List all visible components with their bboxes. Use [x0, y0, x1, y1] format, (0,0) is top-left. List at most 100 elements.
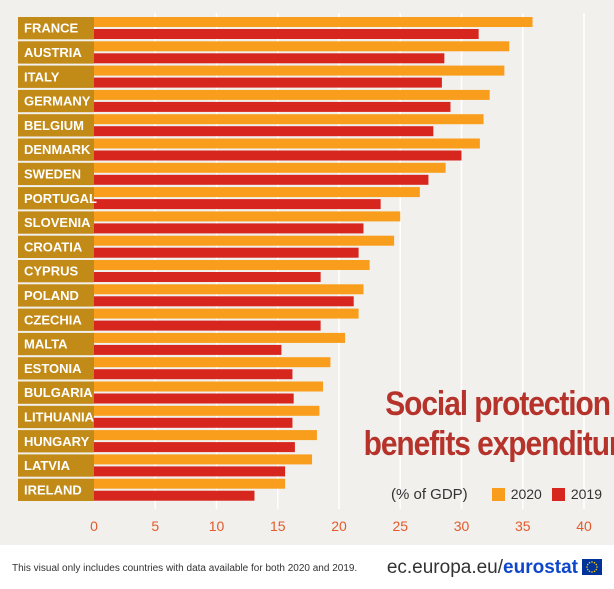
legend-entry-2020: 2020 [491, 486, 542, 502]
bar-austria-2019 [94, 53, 445, 64]
country-band-malta [18, 332, 94, 356]
country-label-czechia: CZECHIA [24, 312, 82, 327]
country-label-france: FRANCE [24, 21, 78, 36]
bar-sweden-2020 [94, 162, 446, 173]
bar-denmark-2020 [94, 138, 480, 149]
country-band-italy [18, 65, 94, 88]
bars [94, 17, 533, 501]
country-label-belgium: BELGIUM [24, 118, 84, 133]
bar-malta-2020 [94, 332, 346, 343]
bar-bulgaria-2019 [94, 393, 294, 404]
country-label-germany: GERMANY [24, 94, 91, 109]
bar-france-2020 [94, 17, 533, 27]
source-domain: ec.europa.eu/ [386, 557, 504, 578]
bar-ireland-2020 [94, 478, 286, 489]
bar-ireland-2019 [94, 490, 255, 501]
bar-portugal-2020 [94, 187, 420, 198]
x-tick-label: 5 [151, 518, 159, 534]
country-band-germany [18, 89, 94, 113]
bar-hungary-2020 [94, 430, 317, 441]
country-band-bulgaria [18, 381, 94, 404]
country-band-denmark [18, 138, 94, 161]
country-band-czechia [18, 308, 94, 331]
country-band-ireland [18, 478, 94, 501]
country-band-lithuania [18, 405, 94, 429]
country-label-ireland: IRELAND [24, 482, 82, 497]
country-band-estonia [18, 357, 94, 380]
x-tick-label: 25 [392, 518, 408, 534]
country-label-poland: POLAND [24, 288, 79, 303]
legend-entry-2019: 2019 [551, 486, 602, 502]
bar-chart: FRANCE AUSTRIA ITALY GERMANY BELGIUM DENMARK S… [18, 13, 592, 534]
legend-label-2020: 2020 [510, 486, 542, 502]
footer: This visual only includes countries with… [0, 545, 614, 589]
x-tick-label: 40 [576, 518, 592, 534]
bar-cyprus-2019 [94, 272, 321, 282]
chart-title-line-2: benefits expenditure [363, 425, 614, 463]
bar-france-2019 [94, 29, 479, 39]
legend-label-2019: 2019 [570, 486, 602, 502]
bar-belgium-2019 [94, 126, 434, 137]
country-band-austria [18, 41, 94, 64]
bar-croatia-2020 [94, 235, 395, 246]
country-label-slovenia: SLOVENIA [24, 215, 91, 230]
bar-denmark-2019 [94, 150, 462, 161]
bar-portugal-2019 [94, 199, 381, 210]
bar-poland-2019 [94, 296, 354, 307]
country-band-sweden [18, 162, 94, 186]
country-label-denmark: DENMARK [24, 142, 91, 157]
country-label-hungary: HUNGARY [24, 434, 90, 449]
bar-malta-2019 [94, 344, 282, 355]
x-tick-label: 0 [90, 518, 98, 534]
chart-area: FRANCE AUSTRIA ITALY GERMANY BELGIUM DENMARK S… [0, 0, 614, 545]
country-label-band [18, 17, 94, 501]
bar-croatia-2019 [94, 247, 359, 258]
country-labels: FRANCE AUSTRIA ITALY GERMANY BELGIUM DENMARK S… [24, 21, 97, 498]
country-band-belgium [18, 114, 94, 137]
country-label-malta: MALTA [24, 337, 68, 352]
bar-lithuania-2020 [94, 405, 320, 416]
country-band-poland [18, 284, 94, 307]
legend-swatch-2019 [551, 487, 565, 501]
bar-poland-2020 [94, 284, 364, 295]
country-band-cyprus [18, 260, 94, 283]
country-label-croatia: CROATIA [24, 239, 83, 254]
country-label-latvia: LATVIA [24, 458, 71, 473]
chart-title: Social protection benefits expenditure [363, 384, 614, 464]
country-band-slovenia [18, 211, 94, 234]
bar-italy-2020 [94, 65, 505, 76]
country-label-austria: AUSTRIA [24, 45, 82, 60]
bar-slovenia-2019 [94, 223, 364, 234]
x-tick-label: 20 [331, 518, 347, 534]
bar-estonia-2019 [94, 369, 293, 380]
legend: (% of GDP) 2020 2019 [362, 484, 602, 504]
country-label-cyprus: CYPRUS [24, 264, 79, 279]
bar-germany-2020 [94, 89, 490, 100]
country-band-latvia [18, 454, 94, 477]
bar-germany-2019 [94, 101, 451, 112]
footnote: This visual only includes countries with… [12, 563, 358, 574]
country-label-lithuania: LITHUANIA [24, 409, 95, 424]
bar-cyprus-2020 [94, 260, 370, 270]
eu-flag-icon [582, 559, 602, 575]
bar-bulgaria-2020 [94, 381, 324, 392]
bar-lithuania-2019 [94, 417, 293, 428]
bar-slovenia-2020 [94, 211, 401, 222]
country-label-italy: ITALY [24, 69, 60, 84]
x-tick-label: 35 [515, 518, 531, 534]
x-tick-label: 10 [209, 518, 225, 534]
country-band-hungary [18, 430, 94, 453]
x-tick-label: 15 [270, 518, 286, 534]
bar-latvia-2020 [94, 454, 313, 465]
legend-unit-label: (% of GDP) [391, 485, 468, 503]
country-label-estonia: ESTONIA [24, 361, 82, 376]
country-label-portugal: PORTUGAL [24, 191, 97, 206]
bar-italy-2019 [94, 77, 442, 88]
x-tick-label: 30 [454, 518, 470, 534]
bar-belgium-2020 [94, 114, 484, 125]
bar-sweden-2019 [94, 174, 429, 185]
bar-latvia-2019 [94, 466, 286, 477]
source-link[interactable]: ec.europa.eu/eurostat [387, 557, 578, 579]
bar-czechia-2019 [94, 320, 321, 331]
country-band-france [18, 17, 94, 40]
